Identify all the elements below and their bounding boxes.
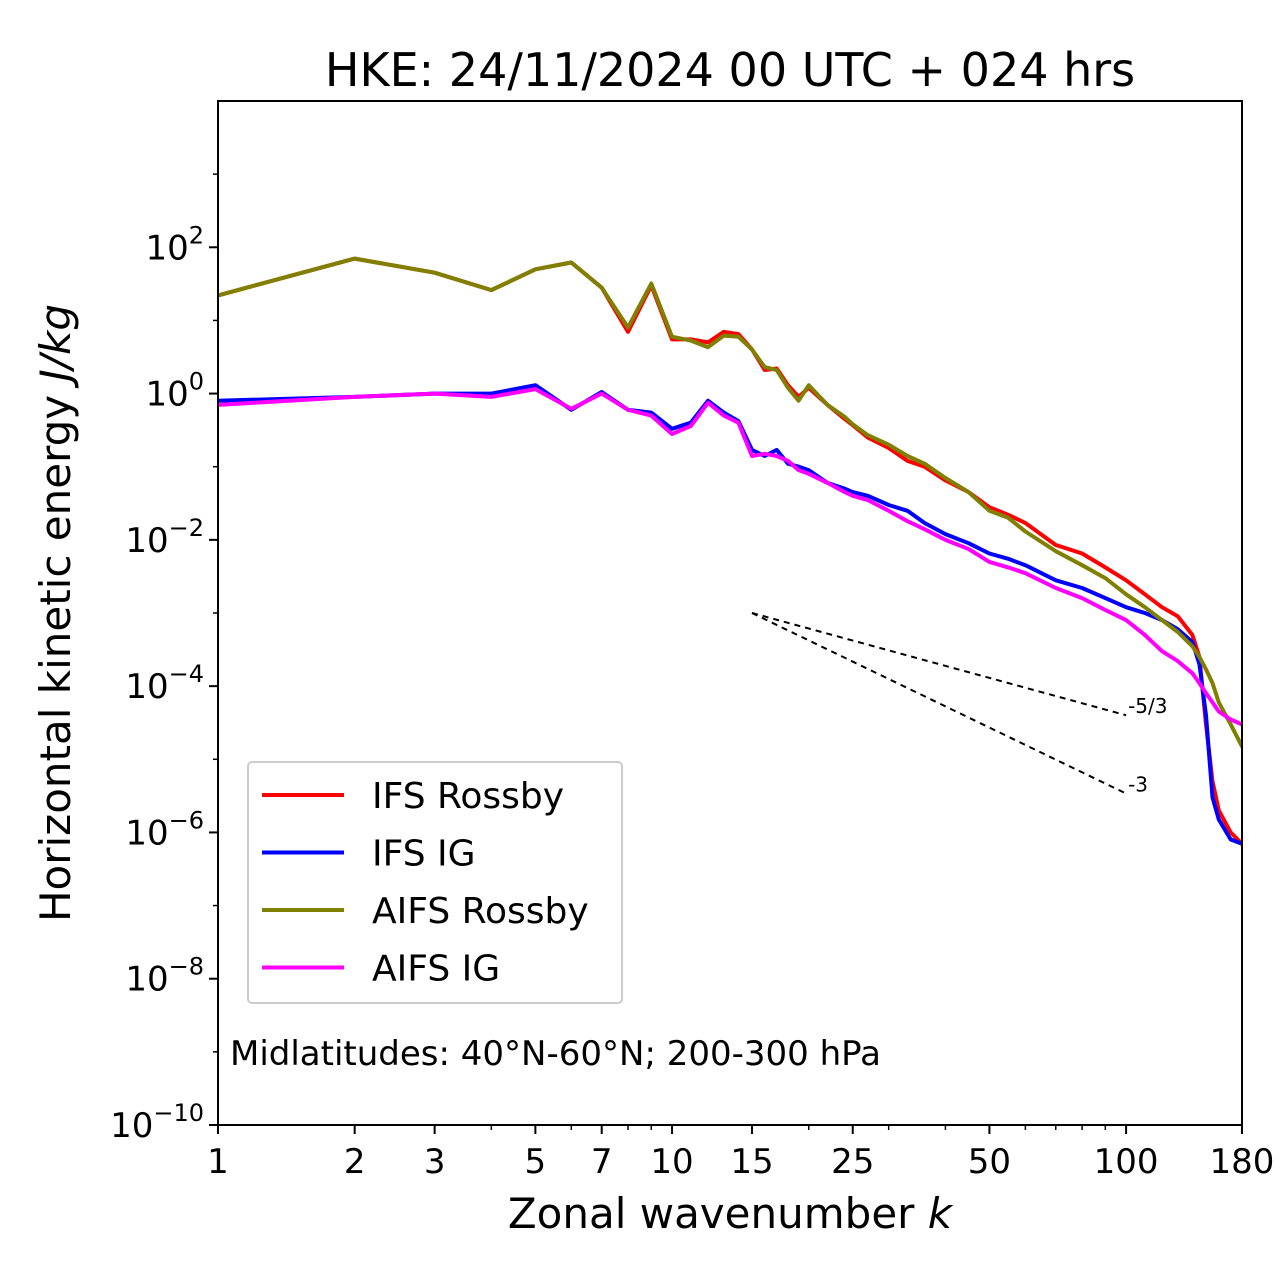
legend: IFS Rossby IFS IG AIFS Rossby AIFS IG	[247, 761, 623, 1004]
legend-box	[247, 761, 623, 1004]
x-tick-label: 50	[968, 1142, 1011, 1182]
y-tick-label: 102	[145, 221, 204, 268]
x-tick-label: 1	[207, 1142, 229, 1182]
x-tick-label: 7	[591, 1142, 613, 1182]
series-layer	[218, 256, 1242, 846]
legend-label-ifs-rossby: IFS Rossby	[372, 776, 564, 817]
x-tick-label: 2	[344, 1142, 366, 1182]
x-axis-label-symbol: k	[928, 1189, 954, 1238]
x-axis-label: Zonal wavenumber k	[508, 1189, 954, 1238]
legend-entries: IFS Rossby IFS IG AIFS Rossby AIFS IG	[262, 776, 589, 990]
y-tick-label: 10−2	[125, 514, 204, 561]
y-tick-label: 10−10	[110, 1099, 204, 1146]
x-tick-label: 25	[831, 1142, 874, 1182]
x-tick-label: 10	[650, 1142, 693, 1182]
reference-line-1	[751, 612, 1127, 717]
series-line-aifs-rossby	[218, 256, 1242, 749]
x-axis-ticks: 1 2 3 5 7 10 15 25 50 100 180	[207, 1125, 1274, 1182]
series-line-ifs-rossby	[218, 256, 1242, 846]
reference-line-label-2: -3	[1128, 773, 1148, 797]
y-axis-label-text: Horizontal kinetic energy	[31, 395, 80, 922]
reference-line-2	[751, 612, 1127, 795]
y-axis-label-units: J/kg	[31, 304, 80, 389]
x-tick-label: 100	[1094, 1142, 1159, 1182]
y-tick-label: 10−6	[125, 806, 204, 853]
y-tick-label: 10−4	[125, 660, 204, 707]
chart-title: HKE: 24/11/2024 00 UTC + 024 hrs	[325, 43, 1135, 97]
x-axis-label-text: Zonal wavenumber	[508, 1189, 915, 1238]
y-axis-label: Horizontal kinetic energy J/kg	[31, 304, 80, 922]
x-tick-label: 3	[424, 1142, 446, 1182]
reference-line-label-1: -5/3	[1128, 694, 1167, 718]
y-tick-label: 10−8	[125, 953, 204, 1000]
y-axis-ticks: 102 100 10−2 10−4 10−6 10−8 10−10	[110, 173, 218, 1146]
y-tick-label: 100	[145, 368, 204, 415]
x-tick-label: 15	[730, 1142, 773, 1182]
x-tick-label: 5	[525, 1142, 547, 1182]
reference-lines: -5/3 -3	[751, 612, 1168, 797]
region-annotation: Midlatitudes: 40°N-60°N; 200-300 hPa	[230, 1034, 881, 1074]
x-tick-label: 180	[1210, 1142, 1275, 1182]
legend-label-aifs-ig: AIFS IG	[372, 949, 500, 990]
legend-label-aifs-rossby: AIFS Rossby	[372, 891, 589, 932]
series-line-aifs-ig	[218, 387, 1242, 727]
legend-label-ifs-ig: IFS IG	[372, 834, 476, 875]
